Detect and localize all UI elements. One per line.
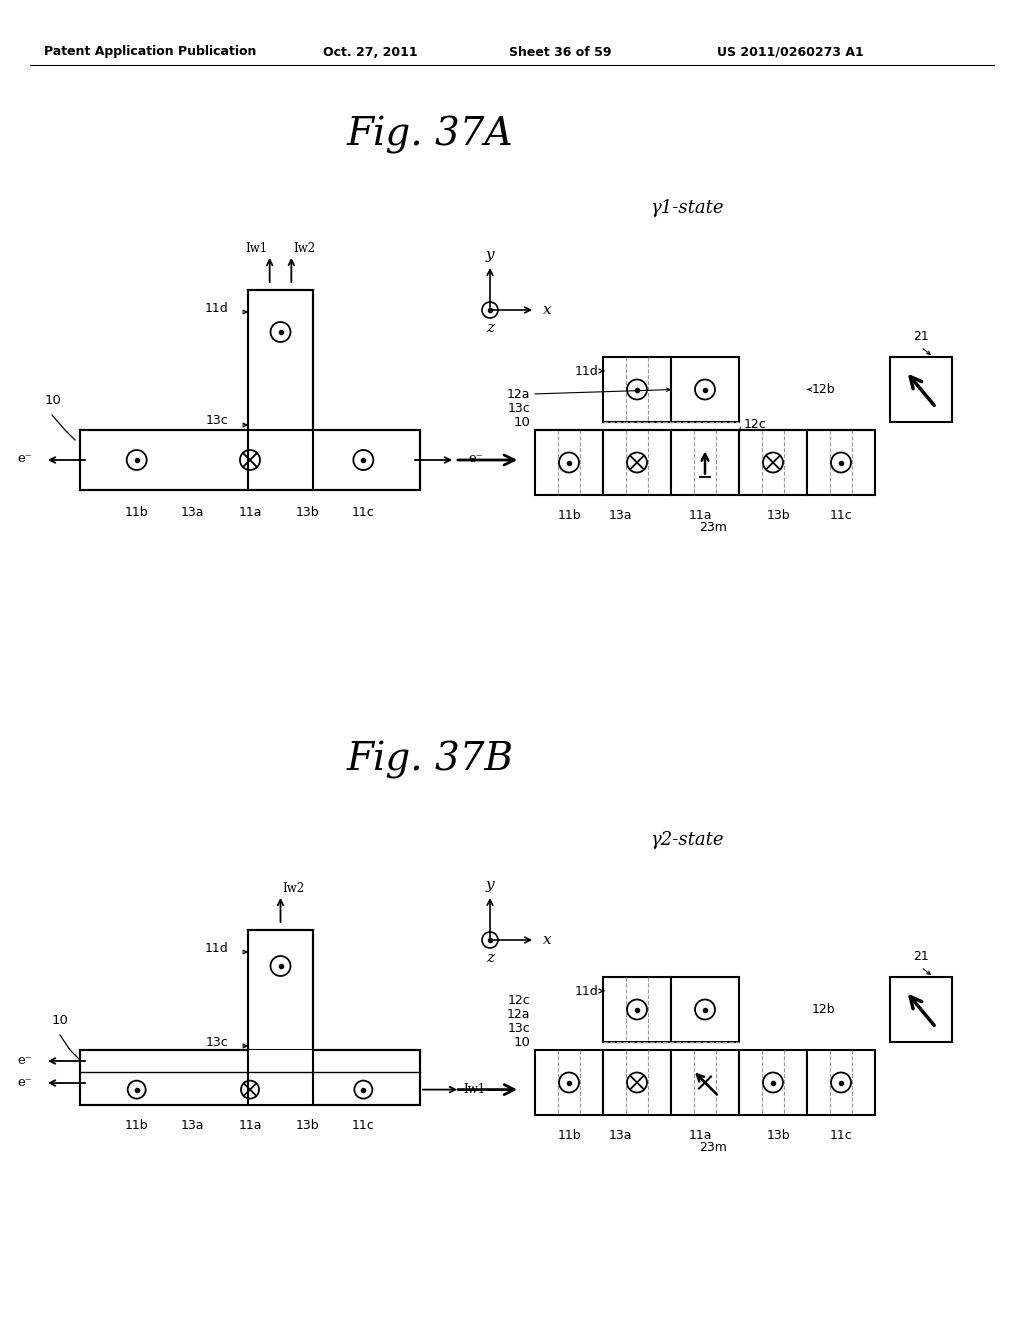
Text: y: y	[485, 248, 495, 261]
Text: e⁻: e⁻	[468, 451, 482, 465]
Bar	[248, 290, 313, 430]
Bar	[603, 430, 671, 495]
Text: Iw1: Iw1	[463, 1084, 485, 1096]
Text: γ1-state: γ1-state	[650, 199, 724, 216]
Text: 10: 10	[45, 393, 61, 407]
Text: Iw2: Iw2	[293, 242, 315, 255]
Text: x: x	[543, 304, 551, 317]
Text: 13a: 13a	[180, 506, 204, 519]
Text: 11c: 11c	[829, 1129, 852, 1142]
Text: Oct. 27, 2011: Oct. 27, 2011	[323, 45, 418, 58]
Text: 11b: 11b	[557, 510, 581, 521]
Text: 11c: 11c	[829, 510, 852, 521]
Text: 11c: 11c	[352, 1119, 375, 1133]
Text: e⁻: e⁻	[17, 1077, 32, 1089]
Text: 11d: 11d	[574, 985, 598, 998]
Text: US 2011/0260273 A1: US 2011/0260273 A1	[717, 45, 863, 58]
Bar	[807, 430, 874, 495]
Text: 12c: 12c	[507, 994, 530, 1006]
Text: 13a: 13a	[180, 1119, 204, 1133]
Text: e⁻: e⁻	[17, 1055, 32, 1068]
Text: γ2-state: γ2-state	[650, 832, 724, 849]
Text: 13b: 13b	[766, 510, 790, 521]
Text: Fig. 37B: Fig. 37B	[346, 741, 514, 779]
Bar	[807, 1049, 874, 1115]
Text: z: z	[486, 950, 494, 965]
Bar	[248, 931, 313, 1049]
Bar	[671, 1049, 739, 1115]
Text: 13c: 13c	[507, 1022, 530, 1035]
Text: 13c: 13c	[507, 401, 530, 414]
Text: 13b: 13b	[296, 1119, 319, 1133]
Text: 11b: 11b	[557, 1129, 581, 1142]
Bar	[739, 1049, 807, 1115]
Text: e⁻: e⁻	[17, 451, 32, 465]
Text: 12c: 12c	[744, 418, 767, 432]
Bar	[603, 977, 671, 1041]
Text: 11d: 11d	[204, 301, 228, 314]
Bar	[80, 1049, 420, 1105]
Text: 13c: 13c	[205, 413, 228, 426]
Text: Iw1: Iw1	[246, 242, 267, 255]
Text: 11a: 11a	[239, 1119, 262, 1133]
Bar	[739, 430, 807, 495]
Text: 21: 21	[913, 330, 929, 343]
Bar	[603, 1049, 671, 1115]
Text: 11d: 11d	[574, 366, 598, 378]
Text: 11d: 11d	[204, 941, 228, 954]
Text: 11b: 11b	[125, 1119, 148, 1133]
Bar	[890, 977, 952, 1041]
Text: 13b: 13b	[296, 506, 319, 519]
Bar	[890, 356, 952, 422]
Text: y: y	[485, 878, 495, 892]
Text: Fig. 37A: Fig. 37A	[347, 116, 513, 154]
Bar	[671, 356, 739, 422]
Text: 10: 10	[513, 1035, 530, 1048]
Text: 13c: 13c	[205, 1035, 228, 1048]
Text: Sheet 36 of 59: Sheet 36 of 59	[509, 45, 611, 58]
Text: 11a: 11a	[688, 510, 712, 521]
Bar	[535, 430, 603, 495]
Bar	[603, 356, 671, 422]
Text: 13b: 13b	[766, 1129, 790, 1142]
Bar	[671, 977, 739, 1041]
Text: 13a: 13a	[608, 1129, 632, 1142]
Text: 23m: 23m	[699, 1140, 727, 1154]
Text: Iw2: Iw2	[283, 882, 304, 895]
Text: 11c: 11c	[352, 506, 375, 519]
Text: 11a: 11a	[688, 1129, 712, 1142]
Text: 12b: 12b	[812, 383, 836, 396]
Bar	[248, 1049, 313, 1105]
Text: 10: 10	[513, 416, 530, 429]
Bar	[80, 430, 420, 490]
Bar	[248, 430, 313, 490]
Text: x: x	[543, 933, 551, 946]
Text: 12a: 12a	[507, 388, 530, 400]
Bar	[535, 1049, 603, 1115]
Text: 21: 21	[913, 950, 929, 964]
Text: 23m: 23m	[699, 521, 727, 535]
Text: 10: 10	[52, 1014, 69, 1027]
Text: 13a: 13a	[608, 510, 632, 521]
Text: 12a: 12a	[507, 1007, 530, 1020]
Text: 11b: 11b	[125, 506, 148, 519]
Text: 11a: 11a	[239, 506, 262, 519]
Bar	[671, 430, 739, 495]
Text: 12b: 12b	[812, 1003, 836, 1016]
Text: Patent Application Publication: Patent Application Publication	[44, 45, 256, 58]
Text: z: z	[486, 321, 494, 335]
